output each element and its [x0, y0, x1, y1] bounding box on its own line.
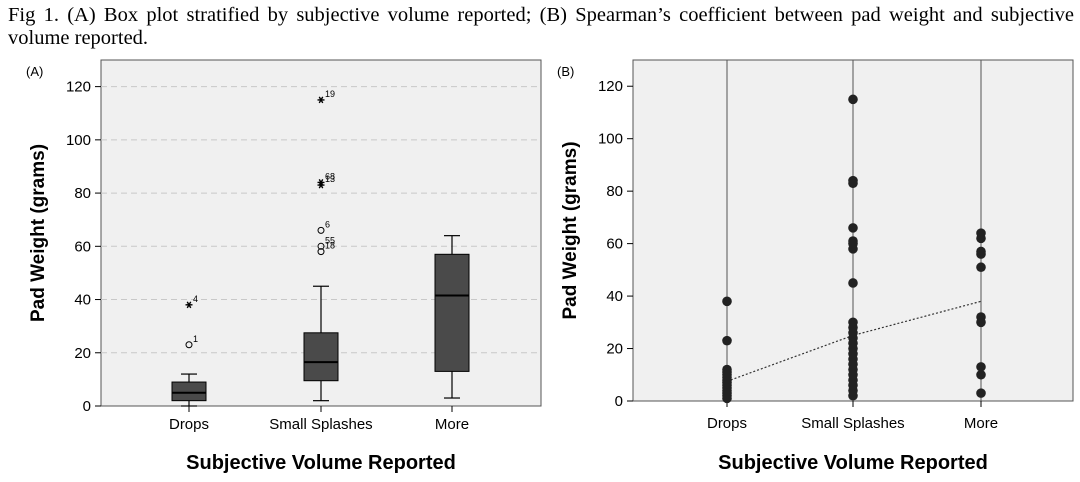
y-tick-label: 60 [606, 236, 623, 253]
outlier-circle [185, 341, 193, 349]
outlier-star [317, 96, 325, 104]
outlier-circle [317, 242, 325, 250]
scatter-point [848, 178, 858, 189]
scatter-point [976, 262, 986, 273]
panel-label: (A) [26, 64, 43, 79]
outlier-label: 4 [193, 294, 198, 304]
outlier-label: 18 [325, 241, 335, 251]
panel-a: (A) 0 20 40 60 80 100 120 Drops Small Splashes Mor… [26, 59, 542, 474]
outlier-label: 55 [325, 235, 335, 245]
trend-line [726, 300, 982, 382]
panel-b: (B) 0 20 40 60 80 100 120 Drops Small Splashes Mor… [557, 59, 1074, 474]
x-tick-label: Small Splashes [801, 415, 904, 432]
scatter-point [848, 278, 858, 288]
outlier-label: 19 [325, 89, 335, 99]
scatter-point [976, 388, 986, 398]
x-tick-label: Small Splashes [269, 416, 372, 433]
scatter-point [848, 223, 858, 233]
figure-caption: Fig 1. (A) Box plot stratified by subjec… [8, 4, 1074, 49]
x-tick-label: Drops [707, 415, 747, 432]
scatter-point [848, 390, 858, 401]
y-tick-label: 20 [606, 341, 623, 358]
outlier-label: 13 [325, 174, 335, 184]
y-tick-label: 20 [74, 345, 91, 362]
outlier-circle [317, 248, 325, 256]
scatter-point [722, 335, 732, 346]
outlier-star [317, 181, 325, 189]
y-tick-label: 60 [74, 238, 91, 255]
scatter-point [976, 369, 986, 380]
scatter-point [976, 362, 986, 372]
scatter-point [722, 296, 732, 307]
outlier-label: 1 [193, 334, 198, 344]
outlier-circle [317, 226, 325, 234]
y-tick-label: 40 [74, 292, 91, 309]
y-axis-title: Pad Weight (grams) [560, 141, 581, 319]
outlier-label: 6 [325, 219, 330, 229]
y-tick-label: 0 [83, 398, 91, 415]
outlier-label: 68 [325, 171, 335, 181]
y-tick-label: 80 [74, 185, 91, 202]
y-tick-label: 120 [66, 79, 91, 96]
box [171, 381, 207, 402]
box [303, 332, 339, 382]
scatter-point [976, 249, 986, 259]
y-tick-label: 100 [66, 132, 91, 149]
y-tick-label: 80 [606, 183, 623, 200]
x-tick-label: Drops [169, 416, 209, 433]
x-tick-label: More [964, 415, 998, 432]
scatter-point [976, 233, 986, 244]
x-axis-title: Subjective Volume Reported [186, 452, 456, 474]
scatter-point [976, 317, 986, 328]
scatter-point [848, 94, 858, 105]
y-axis-title: Pad Weight (grams) [28, 144, 49, 322]
panel-label: (B) [557, 64, 574, 79]
x-axis-title: Subjective Volume Reported [718, 452, 988, 474]
outlier-star [185, 301, 193, 309]
y-tick-label: 120 [598, 78, 623, 95]
box [434, 253, 470, 372]
x-tick-label: More [435, 416, 469, 433]
y-tick-label: 0 [615, 393, 623, 410]
scatter-point [722, 393, 732, 404]
scatter-point [848, 244, 858, 254]
y-tick-label: 40 [606, 288, 623, 305]
y-tick-label: 100 [598, 131, 623, 148]
